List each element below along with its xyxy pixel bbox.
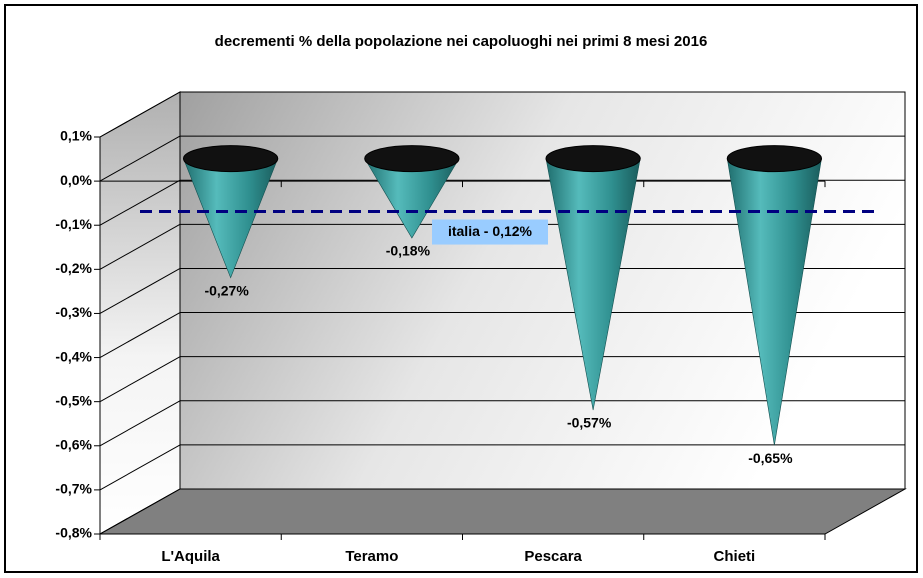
grid-line <box>99 223 181 270</box>
grid-line <box>99 179 181 226</box>
cone-top <box>545 145 641 173</box>
y-tick-label: 0,0% <box>60 172 92 188</box>
x-tick-label: L'Aquila <box>161 548 220 565</box>
reference-label: italia - 0,12% <box>448 223 533 239</box>
grid-line <box>99 135 181 182</box>
value-label: -0,65% <box>748 450 793 466</box>
cone-top <box>726 145 822 173</box>
value-label: -0,57% <box>567 415 612 431</box>
x-tick-label: Pescara <box>524 548 582 565</box>
chart-title: decrementi % della popolazione nei capol… <box>215 33 708 50</box>
y-tick-label: -0,3% <box>55 304 92 320</box>
value-label: -0,27% <box>204 282 249 298</box>
x-tick-label: Teramo <box>345 548 398 565</box>
y-tick-label: -0,5% <box>55 392 92 408</box>
y-tick-label: -0,4% <box>55 348 92 364</box>
x-tick-label: Chieti <box>714 548 756 565</box>
grid-line <box>99 488 181 535</box>
floor <box>98 488 907 535</box>
cone-top <box>364 145 460 173</box>
y-tick-label: -0,7% <box>55 481 92 497</box>
grid-line <box>99 312 181 358</box>
grid-line <box>99 356 181 403</box>
grid-line <box>99 400 181 447</box>
cone-top <box>183 145 279 173</box>
grid-line <box>99 268 181 314</box>
grid-line <box>99 91 181 138</box>
y-tick-label: -0,2% <box>55 260 92 276</box>
grid-line <box>99 444 181 491</box>
y-tick-label: -0,8% <box>55 525 92 541</box>
value-label: -0,18% <box>386 243 431 259</box>
y-tick-label: -0,6% <box>55 436 92 452</box>
reference-label-box <box>432 219 548 245</box>
y-tick-label: -0,1% <box>55 216 92 232</box>
y-tick-label: 0,1% <box>60 128 92 144</box>
